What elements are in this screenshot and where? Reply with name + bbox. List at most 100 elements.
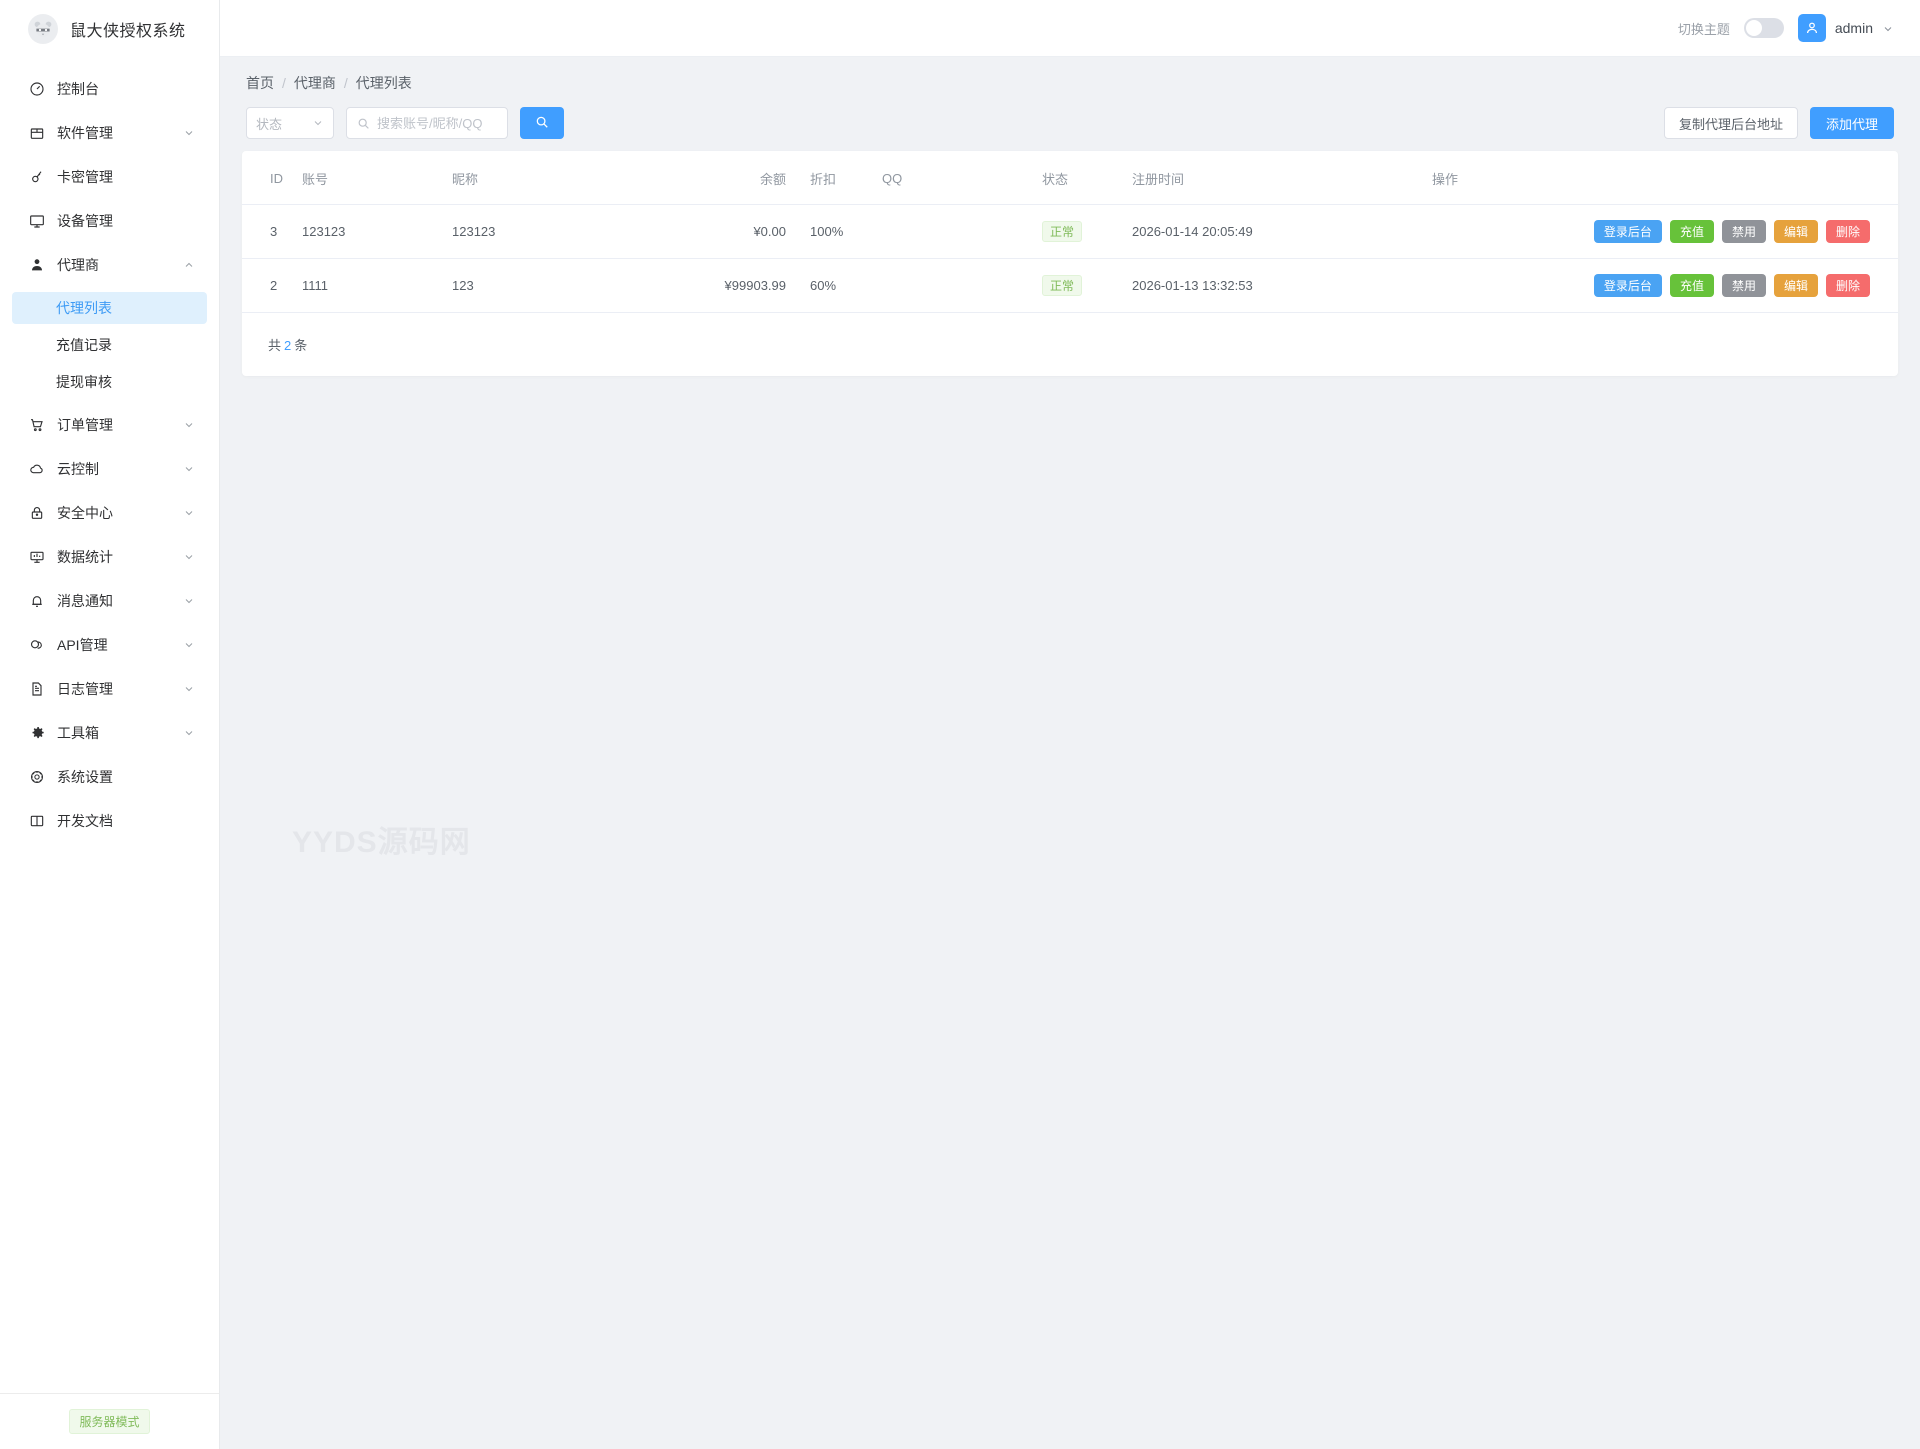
sidebar-item-label: 数据统计 — [57, 549, 113, 565]
search-button[interactable] — [520, 107, 564, 139]
copy-agent-url-button[interactable]: 复制代理后台地址 — [1663, 107, 1798, 139]
delete-button[interactable]: 删除 — [1825, 220, 1870, 243]
sidebar-item-cloud-control[interactable]: 云控制 — [0, 447, 219, 491]
total-suffix: 条 — [294, 338, 308, 353]
chevron-up-icon — [183, 259, 195, 271]
search-icon — [357, 117, 370, 130]
sidebar-item-dashboard[interactable]: 控制台 — [0, 67, 219, 111]
package-icon — [28, 125, 45, 142]
cell-discount: 60% — [802, 258, 882, 313]
sidebar-item-toolbox[interactable]: 工具箱 — [0, 711, 219, 755]
column-header-status: 状态 — [1042, 151, 1132, 205]
add-agent-button[interactable]: 添加代理 — [1809, 107, 1894, 139]
sidebar-item-logs[interactable]: 日志管理 — [0, 667, 219, 711]
monitor-icon — [28, 213, 45, 230]
cell-register-time: 2026-01-14 20:05:49 — [1132, 204, 1312, 259]
total-prefix: 共 — [268, 338, 282, 353]
toolbar-actions: 复制代理后台地址 添加代理 — [1663, 107, 1894, 139]
cell-qq — [882, 258, 1042, 313]
sidebar-item-orders[interactable]: 订单管理 — [0, 403, 219, 447]
app-title: 鼠大侠授权系统 — [70, 22, 186, 40]
sidebar-item-system-settings[interactable]: 系统设置 — [0, 755, 219, 799]
login-backend-button[interactable]: 登录后台 — [1593, 274, 1662, 297]
delete-button[interactable]: 删除 — [1825, 274, 1870, 297]
sidebar-subitem-label: 提现审核 — [56, 374, 112, 390]
theme-toggle-switch[interactable] — [1743, 18, 1784, 38]
sidebar-item-software[interactable]: 软件管理 — [0, 111, 219, 155]
user-menu[interactable]: admin — [1797, 14, 1894, 42]
cart-icon — [28, 417, 45, 434]
column-header-account: 账号 — [302, 151, 452, 205]
status-filter-value: 状态 — [256, 116, 283, 132]
cell-qq — [882, 204, 1042, 259]
lock-icon — [28, 505, 45, 522]
cell-nickname: 123123 — [452, 204, 682, 259]
column-header-discount: 折扣 — [802, 151, 882, 205]
sidebar-item-dev-docs[interactable]: 开发文档 — [0, 799, 219, 843]
breadcrumb-item-home[interactable]: 首页 — [246, 75, 274, 91]
column-header-balance: 余额 — [682, 151, 802, 205]
sidebar-item-label: 系统设置 — [57, 769, 113, 785]
sidebar-item-withdraw-review[interactable]: 提现审核 — [12, 366, 207, 398]
sidebar-item-security[interactable]: 安全中心 — [0, 491, 219, 535]
page-watermark: YYDS源码网 — [292, 826, 471, 859]
cell-account: 1111 — [302, 258, 452, 313]
login-backend-button[interactable]: 登录后台 — [1593, 220, 1662, 243]
recharge-button[interactable]: 充值 — [1669, 274, 1714, 297]
breadcrumb-item-agents[interactable]: 代理商 — [293, 75, 336, 91]
table-header-row: ID 账号 昵称 余额 折扣 QQ 状态 注册时间 操作 — [242, 151, 1898, 205]
sidebar: 鼠大侠授权系统 控制台 软件管理 — [0, 0, 220, 1449]
sidebar-item-statistics[interactable]: 数据统计 — [0, 535, 219, 579]
cell-balance: ¥0.00 — [682, 204, 802, 259]
sidebar-item-recharge-records[interactable]: 充值记录 — [12, 329, 207, 361]
gear-outline-icon — [28, 769, 45, 786]
top-bar: 切换主题 admin — [220, 0, 1920, 57]
sidebar-item-device[interactable]: 设备管理 — [0, 199, 219, 243]
dashboard-icon — [28, 81, 45, 98]
book-icon — [28, 813, 45, 830]
status-badge: 正常 — [1042, 221, 1083, 242]
sidebar-item-api[interactable]: API管理 — [0, 623, 219, 667]
sidebar-item-notifications[interactable]: 消息通知 — [0, 579, 219, 623]
chevron-down-icon — [183, 551, 195, 563]
agents-table: ID 账号 昵称 余额 折扣 QQ 状态 注册时间 操作 — [242, 151, 1898, 313]
server-mode-badge: 服务器模式 — [69, 1409, 150, 1434]
table-row: 3 123123 123123 ¥0.00 100% 正常 2026-01-14… — [242, 204, 1898, 259]
status-filter-select[interactable]: 状态 — [246, 107, 334, 139]
row-action-group: 登录后台 充值 禁用 编辑 删除 — [1432, 274, 1898, 297]
search-field[interactable] — [346, 107, 508, 139]
column-header-operations: 操作 — [1312, 151, 1898, 205]
sidebar-item-agents[interactable]: 代理商 — [0, 243, 219, 287]
breadcrumb-item-agent-list: 代理列表 — [355, 75, 412, 91]
edit-button[interactable]: 编辑 — [1773, 220, 1818, 243]
column-header-register-time: 注册时间 — [1132, 151, 1312, 205]
app-logo[interactable]: 鼠大侠授权系统 — [0, 0, 219, 57]
search-input[interactable] — [377, 115, 497, 131]
recharge-button[interactable]: 充值 — [1669, 220, 1714, 243]
cell-account: 123123 — [302, 204, 452, 259]
sidebar-subitem-label: 代理列表 — [56, 300, 112, 316]
edit-button[interactable]: 编辑 — [1773, 274, 1818, 297]
sidebar-submenu-agents: 代理列表 充值记录 提现审核 — [0, 292, 219, 398]
user-solid-icon — [28, 257, 45, 274]
chevron-down-icon — [183, 639, 195, 651]
bell-icon — [28, 593, 45, 610]
sidebar-item-label: 云控制 — [57, 461, 99, 477]
breadcrumb-separator: / — [343, 75, 348, 91]
disable-button[interactable]: 禁用 — [1721, 274, 1766, 297]
disable-button[interactable]: 禁用 — [1721, 220, 1766, 243]
breadcrumb-separator: / — [282, 75, 286, 91]
sidebar-item-label: 卡密管理 — [57, 169, 113, 185]
sidebar-item-agent-list[interactable]: 代理列表 — [12, 292, 207, 324]
table-row: 2 1111 123 ¥99903.99 60% 正常 2026-01-13 1… — [242, 258, 1898, 313]
chevron-down-icon — [183, 463, 195, 475]
sidebar-footer: 服务器模式 — [0, 1393, 219, 1449]
document-icon — [28, 681, 45, 698]
sidebar-item-cardkey[interactable]: 卡密管理 — [0, 155, 219, 199]
breadcrumb: 首页 / 代理商 / 代理列表 — [242, 57, 1898, 97]
chevron-down-icon — [1882, 22, 1894, 34]
row-action-group: 登录后台 充值 禁用 编辑 删除 — [1432, 220, 1898, 243]
sidebar-item-label: 软件管理 — [57, 125, 113, 141]
gear-solid-icon — [28, 725, 45, 742]
